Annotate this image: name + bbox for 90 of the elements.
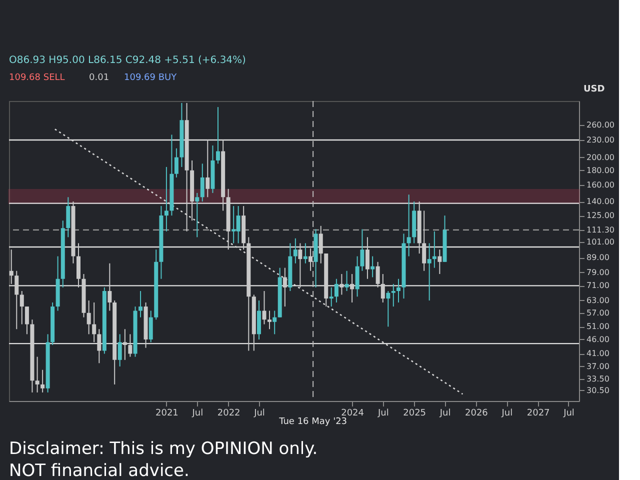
candlestick (422, 210, 426, 272)
y-tick-label: 63.00 (586, 296, 610, 305)
candlestick (195, 192, 200, 238)
x-tick-label: 2026 (464, 408, 488, 418)
candlestick (262, 290, 266, 325)
x-tick-label: Jul (562, 408, 574, 418)
y-tick-label: 89.00 (586, 253, 610, 262)
y-tick-label: 125.00 (586, 211, 614, 220)
x-tick-label: Jul (438, 408, 451, 418)
y-tick-label: 200.00 (586, 152, 614, 162)
candlestick (206, 139, 210, 198)
text: NOT financial advice. (9, 461, 190, 480)
y-tick-label: 160.00 (586, 180, 614, 190)
candlestick (365, 236, 370, 280)
candlestick (380, 274, 385, 303)
candlestick (360, 228, 364, 272)
y-tick-label: 41.00 (586, 349, 610, 358)
y-tick-label: 37.00 (586, 362, 610, 371)
candlestick (329, 286, 334, 308)
x-tick-label: 2022 (217, 408, 240, 418)
candlestick (272, 310, 277, 335)
x-tick-label: 2025 (403, 408, 426, 418)
candlestick (293, 238, 298, 264)
x-tick-label: 2027 (526, 408, 550, 418)
x-tick-label: Jul (376, 408, 389, 418)
y-tick-label: 230.00 (586, 135, 614, 144)
candlestick (318, 225, 323, 264)
candlestick (164, 166, 168, 232)
candlestick (427, 242, 432, 301)
candlestick (14, 270, 19, 330)
text: 109.69 BUY (124, 73, 178, 83)
candlestick (138, 290, 143, 318)
x-tick-label: 2024 (341, 408, 364, 418)
candlestick (216, 106, 220, 164)
text: 0.01 (89, 73, 110, 83)
ref-line-label: Tue 16 May '23 (278, 417, 348, 427)
candlestick (9, 249, 14, 284)
candlestick (122, 328, 127, 360)
y-axis-title: USD (584, 84, 605, 94)
candlestick (308, 248, 313, 272)
candlestick (40, 369, 45, 393)
candlestick (66, 196, 70, 238)
x-tick-label: Jul (500, 408, 513, 418)
candlestick (344, 270, 349, 292)
y-tick-label: 140.00 (586, 197, 614, 206)
x-tick-label: 2021 (156, 408, 178, 418)
candlestick (406, 194, 411, 257)
candlestick (35, 356, 40, 393)
y-tick-label: 79.00 (586, 268, 610, 277)
candlestick (386, 290, 390, 328)
candlestick (24, 306, 29, 335)
candlestick (355, 256, 360, 298)
candlestick (350, 274, 354, 303)
candlestick (92, 302, 96, 343)
candlestick (391, 283, 396, 308)
candlestick (200, 163, 204, 202)
candlestick (438, 249, 442, 275)
y-tick-label: 51.00 (586, 322, 610, 332)
y-tick-label: 57.00 (586, 308, 610, 318)
candlestick (174, 148, 178, 178)
candlestick (148, 310, 153, 343)
text: Disclaimer: This is my OPINION only. (9, 439, 318, 459)
candlestick (334, 278, 338, 303)
candlestick (76, 242, 80, 288)
candlestick (282, 267, 287, 308)
candlestick (340, 274, 344, 296)
y-tick-label: 33.50 (586, 374, 610, 384)
y-tick-label: 260.00 (586, 120, 614, 130)
y-tick-label: 101.00 (586, 237, 614, 246)
text: 109.68 SELL (9, 73, 65, 83)
candlestick (20, 290, 24, 325)
candlestick (268, 310, 272, 330)
candlestick (108, 262, 112, 312)
x-tick-label: Jul (191, 408, 204, 418)
y-tick-label: 46.00 (586, 334, 610, 344)
candlestick (298, 242, 302, 288)
candlestick (118, 334, 122, 367)
candlestick (370, 256, 375, 278)
y-tick-label: 111.30 (586, 225, 614, 234)
candlestick (257, 300, 261, 340)
y-tick-label: 180.00 (586, 166, 614, 175)
y-tick-label: 30.50 (586, 386, 610, 395)
candlestick (97, 328, 102, 364)
candlestick (86, 300, 91, 335)
text: O86.93 H95.00 L86.15 C92.48 +5.51 (+6.34%) (9, 55, 246, 66)
x-tick-label: Jul (253, 408, 265, 418)
candlestick (396, 278, 400, 303)
candlestick (376, 261, 380, 288)
y-tick-label: 71.00 (586, 281, 610, 290)
candlestick (128, 334, 132, 358)
